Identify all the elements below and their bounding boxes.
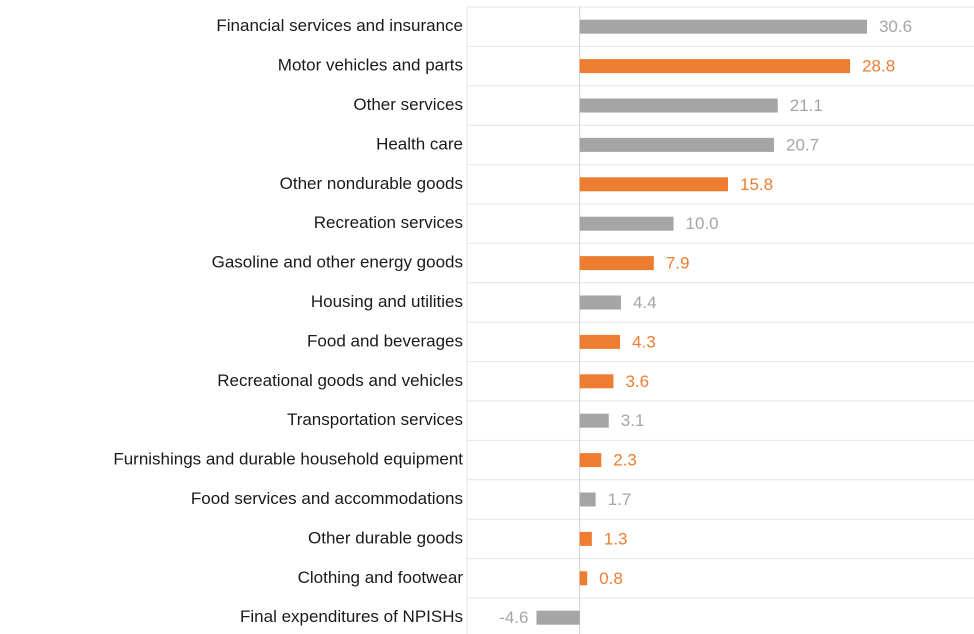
bar (579, 492, 596, 507)
bar (579, 59, 851, 74)
bar (579, 98, 778, 113)
data-label: 20.7 (786, 135, 819, 154)
data-label: 15.8 (740, 175, 773, 194)
bar (579, 216, 674, 231)
category-label: Motor vehicles and parts (278, 56, 463, 75)
category-label: Food and beverages (307, 331, 463, 350)
category-label: Health care (376, 134, 463, 153)
category-label: Other services (353, 95, 463, 114)
bar (579, 256, 654, 271)
data-label: 7.9 (666, 254, 690, 273)
data-label: 1.3 (604, 529, 628, 548)
bar (579, 571, 588, 586)
category-label: Recreation services (314, 213, 463, 232)
bar (579, 137, 775, 152)
bar (579, 413, 609, 428)
category-label: Food services and accommodations (191, 489, 463, 508)
category-label: Other durable goods (308, 528, 463, 547)
data-label: 28.8 (862, 57, 895, 76)
bar (536, 610, 580, 625)
category-label: Gasoline and other energy goods (212, 253, 463, 272)
data-label: 3.1 (621, 411, 645, 430)
category-label: Clothing and footwear (298, 568, 464, 587)
category-label: Other nondurable goods (280, 174, 463, 193)
category-label: Furnishings and durable household equipm… (113, 450, 463, 469)
data-label: 3.6 (625, 372, 649, 391)
data-label: 4.3 (632, 332, 656, 351)
data-label: 21.1 (790, 96, 823, 115)
category-label: Financial services and insurance (216, 16, 463, 35)
category-label: Recreational goods and vehicles (217, 371, 463, 390)
data-label: 4.4 (633, 293, 657, 312)
bar (579, 295, 621, 310)
data-label: 0.8 (599, 569, 623, 588)
bar (579, 453, 602, 468)
bar (579, 374, 614, 389)
data-label: 10.0 (686, 214, 719, 233)
category-label: Final expenditures of NPISHs (240, 607, 463, 626)
data-label: -4.6 (499, 608, 528, 627)
data-label: 1.7 (608, 490, 632, 509)
bar (579, 531, 592, 546)
bar (579, 19, 867, 34)
bar (579, 334, 621, 349)
category-label: Transportation services (287, 410, 463, 429)
bar (579, 177, 729, 192)
data-label: 2.3 (613, 451, 637, 470)
category-label: Housing and utilities (311, 292, 463, 311)
data-label: 30.6 (879, 17, 912, 36)
